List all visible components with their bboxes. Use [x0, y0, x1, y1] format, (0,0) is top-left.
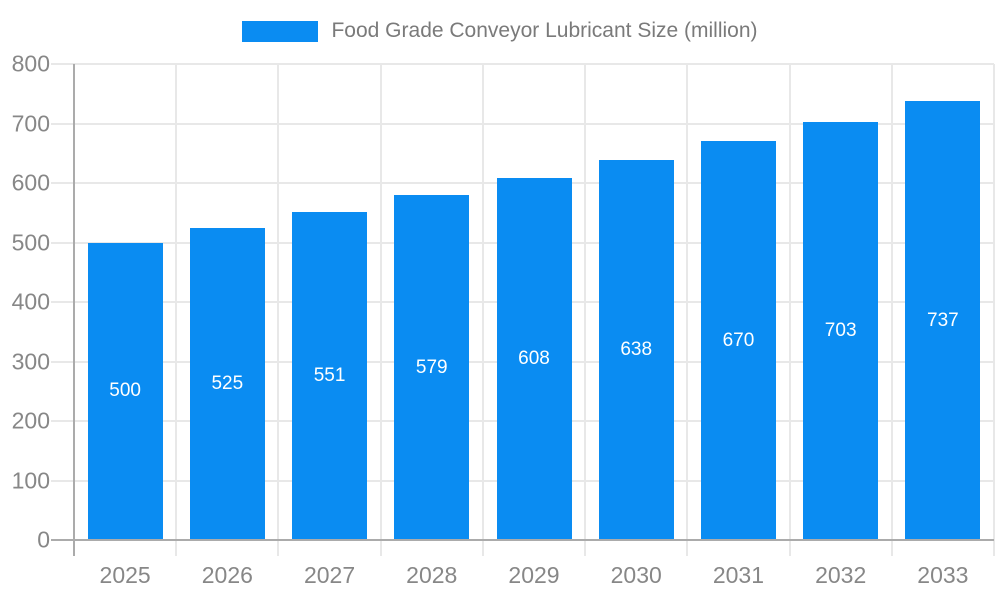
y-axis-label: 500 — [11, 229, 50, 255]
x-axis-label: 2029 — [508, 562, 560, 588]
gridline-vertical — [890, 64, 893, 556]
x-axis-label: 2027 — [303, 562, 356, 588]
x-axis-label: 2026 — [201, 562, 253, 588]
gridline-vertical — [379, 64, 382, 556]
chart-legend[interactable]: Food Grade Conveyor Lubricant Size (mill… — [0, 19, 1000, 43]
bar-2033[interactable] — [905, 101, 981, 540]
x-axis-label: 2030 — [610, 562, 662, 588]
bar-value-label: 703 — [824, 319, 857, 341]
bar-2032[interactable] — [803, 121, 879, 540]
bar-value-label: 525 — [211, 372, 244, 394]
y-axis-label: 300 — [11, 348, 50, 374]
x-axis-label: 2028 — [406, 562, 458, 588]
bar-value-label: 551 — [313, 365, 346, 387]
y-axis-label: 0 — [37, 526, 50, 553]
bar-value-label: 638 — [620, 339, 653, 361]
gridline-vertical — [277, 64, 280, 556]
gridline-vertical — [481, 64, 484, 556]
y-axis-label: 400 — [11, 288, 50, 315]
bar-2025[interactable] — [87, 242, 163, 540]
bar-value-label: 500 — [109, 380, 141, 402]
x-axis-label: 2033 — [917, 562, 969, 588]
bar-value-label: 670 — [722, 329, 755, 351]
bar-value-label: 608 — [518, 348, 550, 370]
x-axis-label: 2032 — [815, 562, 867, 588]
x-axis-line — [51, 539, 994, 541]
y-axis-line — [73, 64, 75, 556]
y-axis-label: 700 — [11, 110, 50, 136]
y-axis-label: 600 — [11, 169, 50, 196]
gridline-vertical — [993, 64, 995, 556]
legend-swatch — [242, 20, 319, 42]
y-axis-label: 800 — [11, 50, 50, 77]
bar-2030[interactable] — [598, 160, 674, 540]
gridline-vertical — [175, 64, 178, 556]
bar-value-label: 737 — [927, 309, 959, 331]
gridline-vertical — [686, 64, 689, 556]
y-axis-label: 200 — [11, 407, 50, 434]
bar-2028[interactable] — [394, 195, 470, 540]
gridline-horizontal — [51, 122, 994, 125]
bar-value-label: 579 — [415, 356, 448, 378]
x-axis-label: 2025 — [99, 562, 151, 588]
gridline-vertical — [584, 64, 587, 556]
y-axis-label: 100 — [11, 467, 50, 493]
gridline-horizontal — [51, 63, 994, 65]
bar-2029[interactable] — [496, 178, 572, 540]
bar-2031[interactable] — [700, 141, 776, 540]
bar-2026[interactable] — [189, 227, 265, 540]
bar-2027[interactable] — [292, 212, 368, 540]
gridline-vertical — [788, 64, 791, 556]
x-axis-label: 2031 — [712, 562, 765, 588]
legend-label: Food Grade Conveyor Lubricant Size (mill… — [331, 19, 758, 42]
